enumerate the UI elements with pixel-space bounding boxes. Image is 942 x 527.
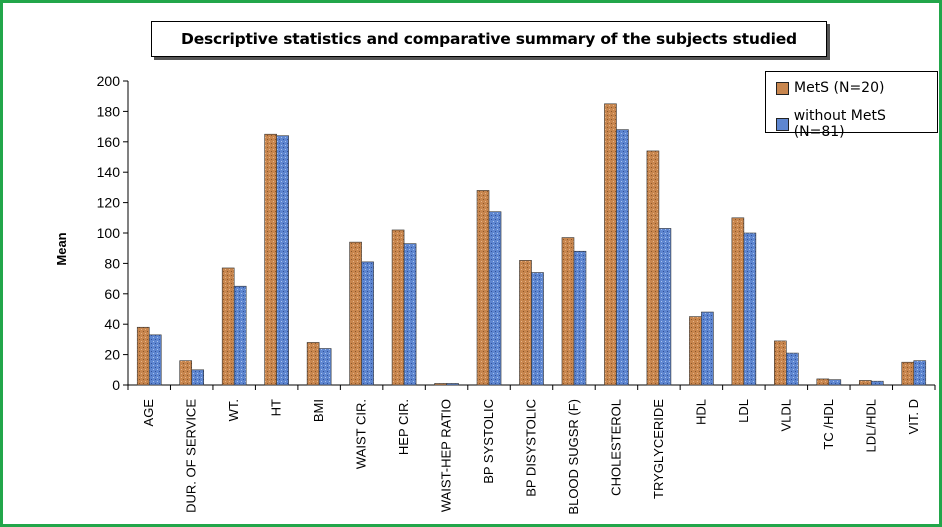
bar-mets xyxy=(689,316,702,386)
bar-mets xyxy=(858,380,872,386)
y-tick-label: 80 xyxy=(104,255,120,271)
bar-mets xyxy=(604,103,617,386)
bar-without-mets xyxy=(531,272,544,386)
x-category-label: VLDL xyxy=(778,399,793,432)
y-tick-label: 180 xyxy=(97,103,121,119)
bar-mets xyxy=(646,150,660,386)
legend-label-mets: MetS (N=20) xyxy=(794,80,885,96)
bar-mets xyxy=(349,241,362,386)
legend-swatch-without-mets xyxy=(776,117,789,131)
y-tick-label: 0 xyxy=(112,377,120,393)
bar-mets xyxy=(306,342,320,386)
y-tick-label: 40 xyxy=(104,316,120,332)
x-category-label: AGE xyxy=(141,399,156,427)
legend-swatch-mets xyxy=(776,81,789,95)
y-tick-label: 120 xyxy=(97,195,121,211)
bar-without-mets xyxy=(446,383,459,386)
chart-title: Descriptive statistics and comparative s… xyxy=(151,21,827,57)
y-tick-label: 60 xyxy=(104,286,120,302)
y-tick-label: 140 xyxy=(97,164,121,180)
bar-mets xyxy=(136,326,150,386)
bar-without-mets xyxy=(828,379,842,386)
bar-mets xyxy=(561,237,575,386)
y-tick-label: 200 xyxy=(97,73,121,89)
x-category-label: BLOOD SUGSR (F) xyxy=(566,399,581,515)
x-category-label: HDL xyxy=(693,399,708,425)
bar-without-mets xyxy=(148,334,162,386)
legend-item-without-mets: without MetS (N=81) xyxy=(776,108,937,140)
bars xyxy=(136,103,927,386)
x-category-label: BMI xyxy=(311,399,326,422)
bar-without-mets xyxy=(488,211,502,386)
x-category-label: WT. xyxy=(226,399,241,421)
x-category-label: DUR. OF SERVICE xyxy=(184,399,199,513)
bar-without-mets xyxy=(913,360,927,386)
x-category-label: HT xyxy=(269,399,284,416)
bar-mets xyxy=(731,217,745,386)
legend-item-mets: MetS (N=20) xyxy=(776,80,884,96)
x-category-label: BP DISYSTOLIC xyxy=(524,399,539,497)
bar-mets xyxy=(221,267,235,386)
legend-label-without-mets: without MetS (N=81) xyxy=(793,108,886,140)
x-category-label: VIT. D xyxy=(906,399,921,434)
y-tick-label: 160 xyxy=(97,134,121,150)
x-axis: AGE DUR. OF SERVICE WT. HT BMI WAIST CIR. HEP … xyxy=(127,384,936,515)
bar-without-mets xyxy=(701,311,714,386)
bar-without-mets xyxy=(658,228,672,386)
bar-without-mets xyxy=(233,285,247,386)
bar-without-mets xyxy=(870,380,884,386)
bar-mets xyxy=(391,229,405,386)
bar-mets xyxy=(774,340,787,386)
bar-mets xyxy=(519,260,532,386)
y-axis: 0 20 40 60 80 100 120 140 160 180 200 xyxy=(97,73,129,393)
x-category-label: BP SYSTOLIC xyxy=(481,399,496,484)
y-tick-label: 20 xyxy=(104,347,120,363)
x-category-label: TC /HDL xyxy=(821,399,836,450)
bar-without-mets xyxy=(361,261,374,386)
bar-mets xyxy=(816,378,830,386)
y-tick-label: 100 xyxy=(97,225,121,241)
x-category-label: WAIST-HEP RATIO xyxy=(439,399,454,512)
bar-without-mets xyxy=(403,243,417,386)
bar-mets xyxy=(264,133,277,386)
legend: MetS (N=20) without MetS (N=81) xyxy=(765,71,938,140)
bar-without-mets xyxy=(191,369,205,386)
bar-without-mets xyxy=(318,348,332,386)
x-category-label: TRYGLYCERIDE xyxy=(651,399,666,499)
y-axis-title: Mean xyxy=(54,232,69,265)
bar-without-mets xyxy=(276,135,289,386)
x-category-label: WAIST CIR. xyxy=(354,399,369,469)
bar-mets xyxy=(434,383,447,386)
bar-chart: 0 20 40 60 80 100 120 140 160 180 200 AGE DUR. OF S… xyxy=(54,73,936,515)
bar-mets xyxy=(179,360,193,386)
bar-mets xyxy=(476,190,490,386)
x-category-label: CHOLESTEROL xyxy=(608,399,623,496)
bar-without-mets xyxy=(573,250,587,386)
bar-without-mets xyxy=(616,129,629,386)
x-category-label: HEP CIR. xyxy=(396,399,411,455)
x-category-label: LDL/HDL xyxy=(863,399,878,452)
bar-without-mets xyxy=(786,352,799,386)
x-category-label: LDL xyxy=(736,399,751,423)
bar-mets xyxy=(901,361,915,386)
bar-without-mets xyxy=(743,232,757,386)
